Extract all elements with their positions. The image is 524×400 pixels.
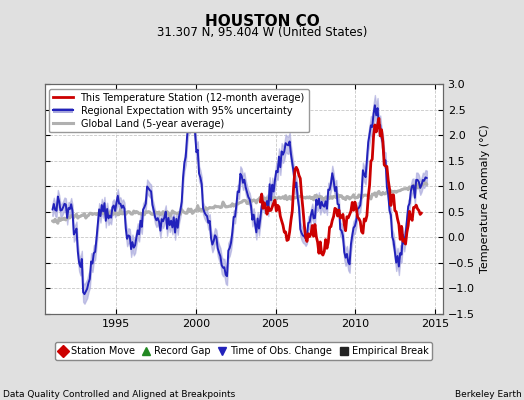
Legend: Station Move, Record Gap, Time of Obs. Change, Empirical Break: Station Move, Record Gap, Time of Obs. C…	[55, 342, 432, 360]
Text: Berkeley Earth: Berkeley Earth	[455, 390, 521, 399]
Text: HOUSTON CO: HOUSTON CO	[205, 14, 319, 29]
Legend: This Temperature Station (12-month average), Regional Expectation with 95% uncer: This Temperature Station (12-month avera…	[49, 89, 309, 132]
Y-axis label: Temperature Anomaly (°C): Temperature Anomaly (°C)	[480, 125, 490, 273]
Text: 31.307 N, 95.404 W (United States): 31.307 N, 95.404 W (United States)	[157, 26, 367, 39]
Text: Data Quality Controlled and Aligned at Breakpoints: Data Quality Controlled and Aligned at B…	[3, 390, 235, 399]
